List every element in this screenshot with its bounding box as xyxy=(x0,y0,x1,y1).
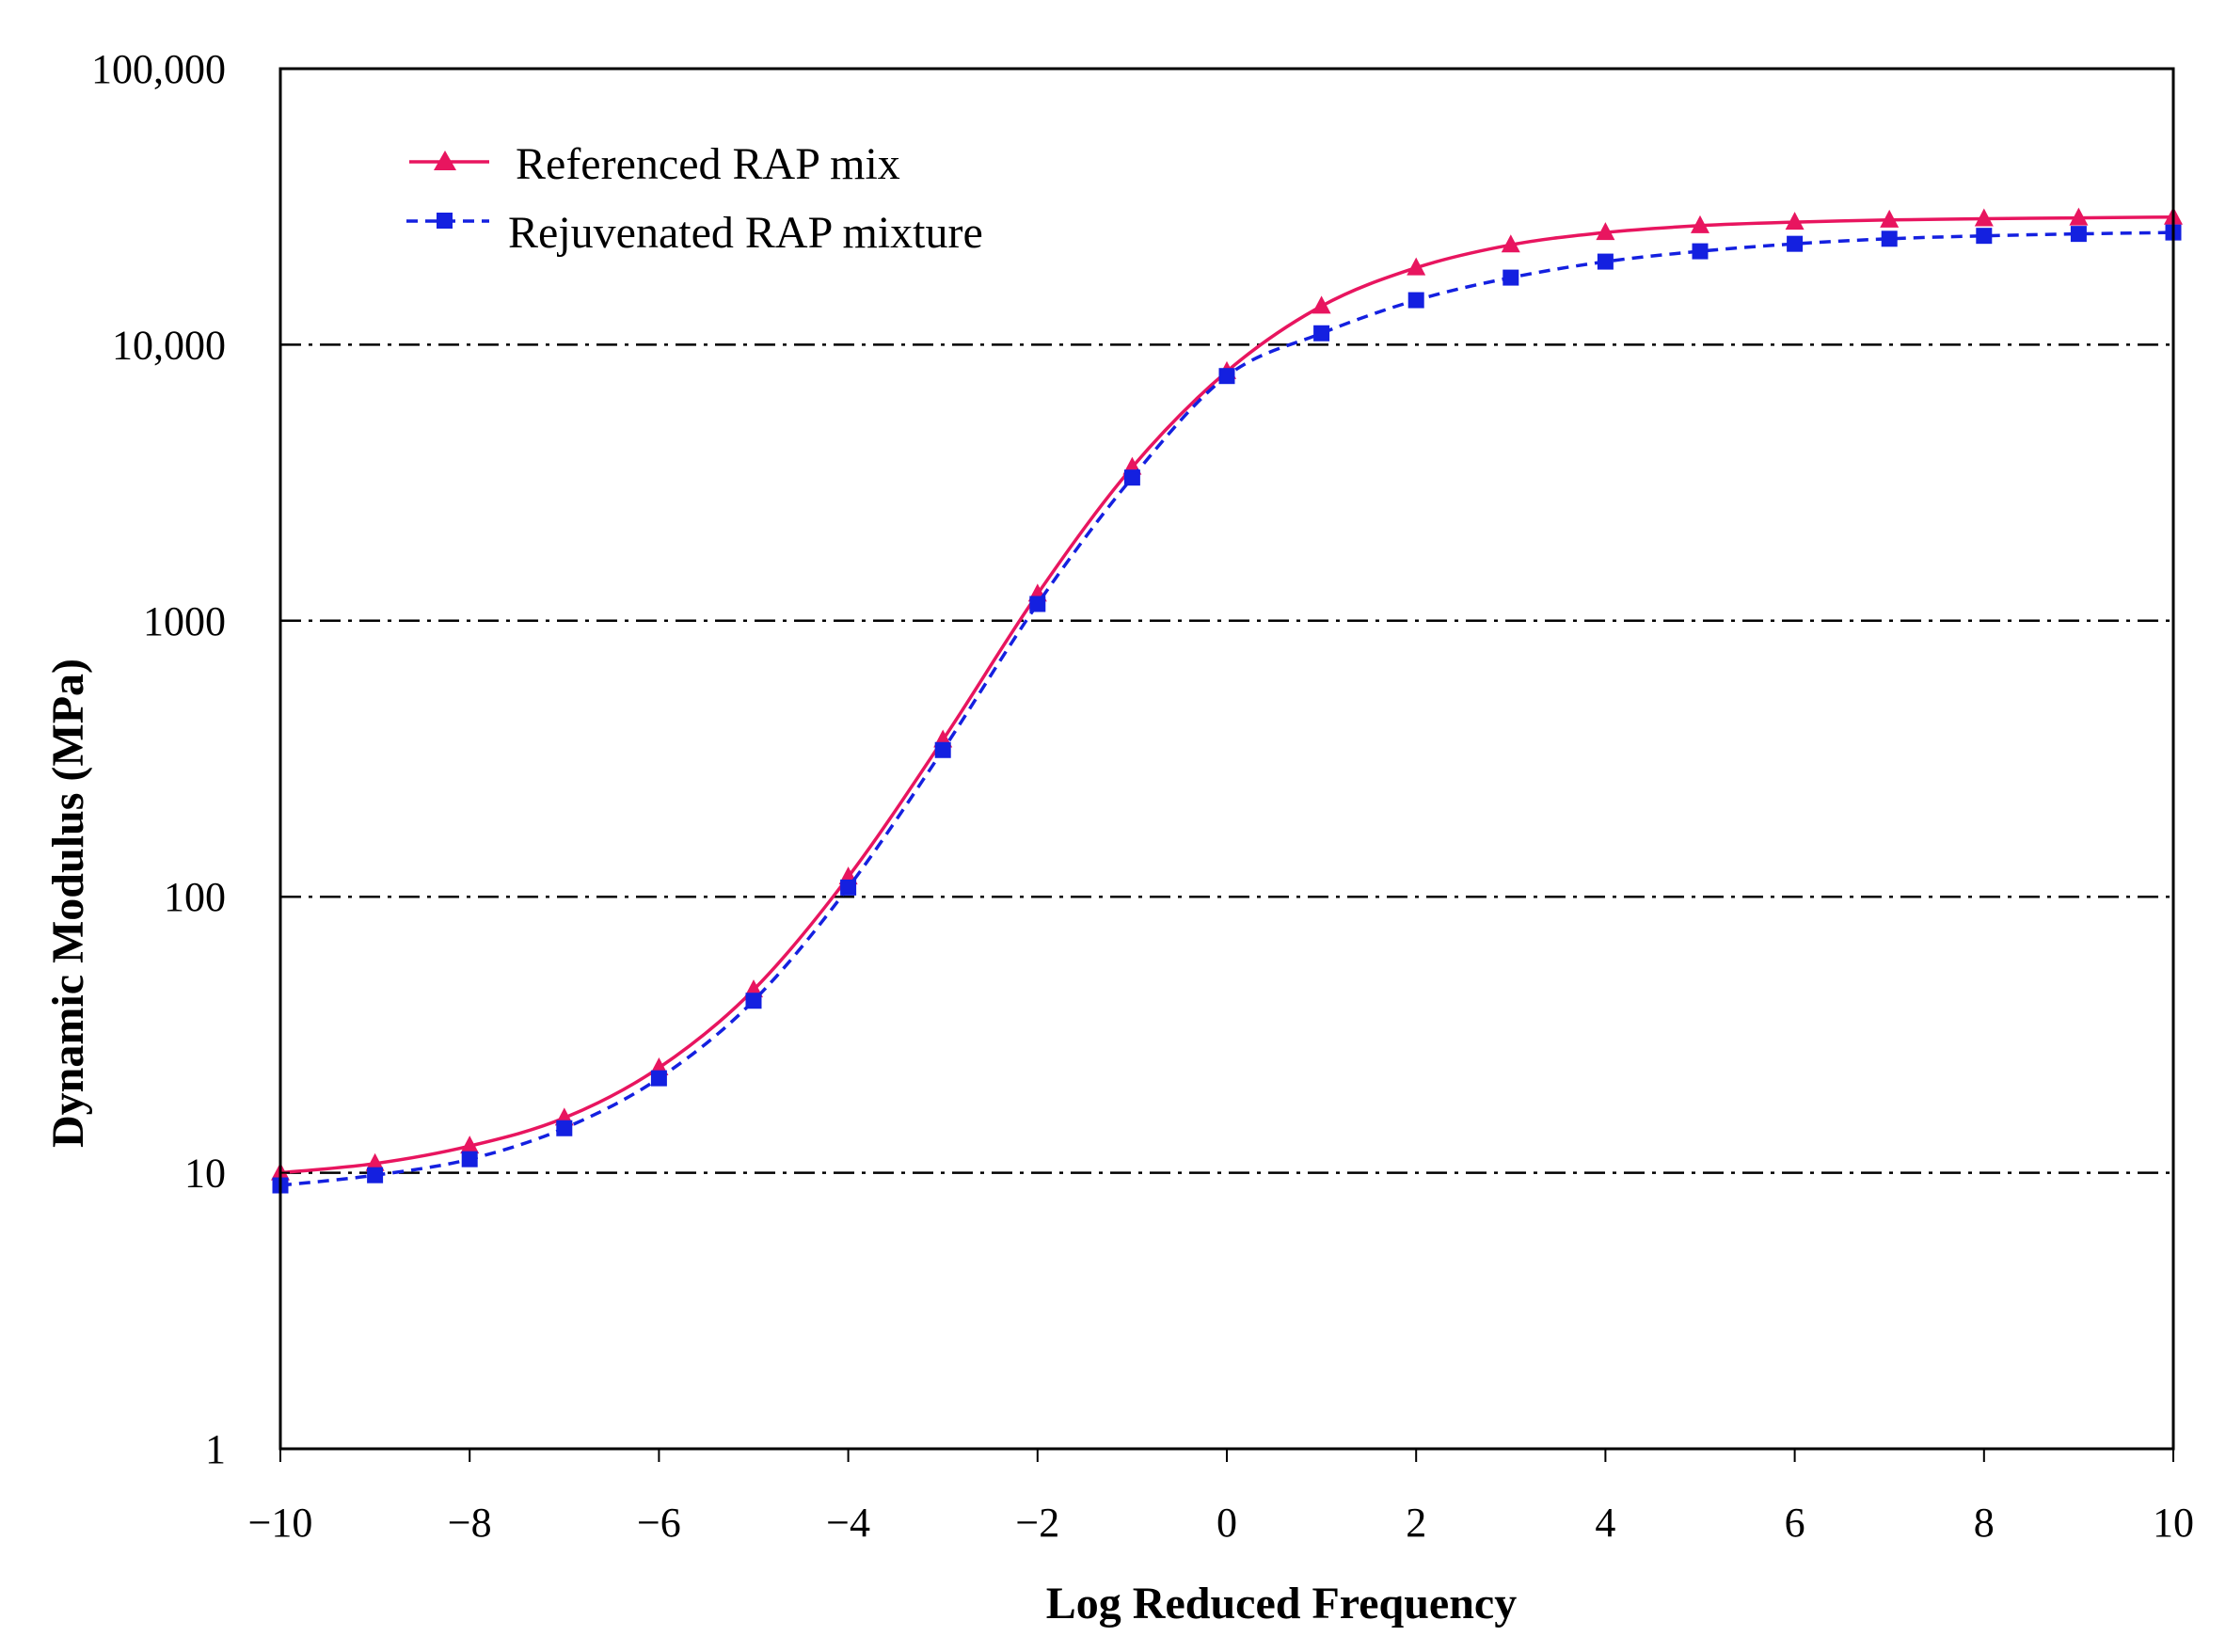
x-tick-label: −8 xyxy=(448,1500,492,1546)
data-point-referenced-1 xyxy=(365,1152,385,1171)
data-point-rejuvenated-9 xyxy=(1123,469,1140,486)
data-point-rejuvenated-3 xyxy=(556,1120,573,1136)
data-point-rejuvenated-10 xyxy=(1218,368,1235,385)
x-tick-label: 0 xyxy=(1216,1500,1237,1546)
data-point-rejuvenated-18 xyxy=(1976,228,1993,245)
data-point-rejuvenated-14 xyxy=(1597,253,1614,270)
x-tick-label: 8 xyxy=(1974,1500,1995,1546)
x-tick-label: −4 xyxy=(826,1500,870,1546)
data-point-rejuvenated-6 xyxy=(840,879,857,896)
data-point-rejuvenated-11 xyxy=(1313,325,1330,342)
data-point-rejuvenated-8 xyxy=(1029,596,1046,612)
x-tick-label: −2 xyxy=(1015,1500,1059,1546)
legend-marker-square-icon xyxy=(437,213,453,229)
legend-label-referenced: Referenced RAP mix xyxy=(516,139,900,189)
data-point-referenced-18 xyxy=(1974,208,1994,227)
y-tick-label: 1000 xyxy=(143,598,226,644)
data-point-rejuvenated-17 xyxy=(1881,230,1898,247)
data-point-referenced-16 xyxy=(1785,212,1805,230)
x-tick-label: 6 xyxy=(1785,1500,1805,1546)
data-point-rejuvenated-16 xyxy=(1787,235,1804,252)
x-tick-label: 2 xyxy=(1406,1500,1426,1546)
data-point-referenced-13 xyxy=(1501,234,1520,253)
x-axis-title: Log Reduced Frequency xyxy=(1046,1579,1517,1628)
series-line-referenced xyxy=(279,214,2174,1175)
series-layer xyxy=(271,206,2183,1194)
data-point-rejuvenated-15 xyxy=(1692,243,1709,260)
y-tick-label: 100 xyxy=(164,874,226,920)
legend: Referenced RAP mix Rejuvenated RAP mixtu… xyxy=(406,139,983,258)
y-tick-label: 100,000 xyxy=(91,46,226,92)
y-axis-title: Dynamic Modulus (MPa) xyxy=(43,659,93,1148)
data-point-referenced-12 xyxy=(1407,257,1426,276)
y-tick-label: 10,000 xyxy=(112,322,226,368)
series-line-rejuvenated xyxy=(279,230,2174,1187)
axis-ticks: 1 10 100 1000 10,000 100,000 −10 −8 −6 −4 −2 0 2 4 6 8 1… xyxy=(91,46,2194,1546)
data-point-rejuvenated-13 xyxy=(1503,269,1519,286)
data-point-referenced-11 xyxy=(1312,295,1331,314)
y-tick-label: 1 xyxy=(205,1426,226,1472)
data-point-rejuvenated-19 xyxy=(2070,226,2087,243)
x-tick-label: 10 xyxy=(2153,1500,2194,1546)
data-point-referenced-19 xyxy=(2069,207,2089,226)
data-point-rejuvenated-7 xyxy=(934,741,951,758)
data-point-rejuvenated-2 xyxy=(461,1151,478,1168)
plot-frame xyxy=(278,67,2175,1451)
x-tick-label: −6 xyxy=(637,1500,681,1546)
data-point-rejuvenated-5 xyxy=(745,993,762,1009)
legend-marker-triangle-icon xyxy=(434,151,456,170)
data-point-rejuvenated-1 xyxy=(367,1167,384,1183)
data-point-referenced-2 xyxy=(460,1136,480,1154)
legend-label-rejuvenated: Rejuvenated RAP mixture xyxy=(508,208,983,258)
y-tick-label: 10 xyxy=(184,1151,226,1197)
data-point-rejuvenated-12 xyxy=(1407,292,1424,309)
data-point-referenced-17 xyxy=(1880,209,1900,228)
data-point-referenced-15 xyxy=(1691,214,1709,233)
data-point-rejuvenated-4 xyxy=(650,1070,667,1087)
data-point-referenced-14 xyxy=(1596,222,1615,241)
x-tick-label: 4 xyxy=(1595,1500,1615,1546)
x-tick-label: −10 xyxy=(248,1500,313,1546)
